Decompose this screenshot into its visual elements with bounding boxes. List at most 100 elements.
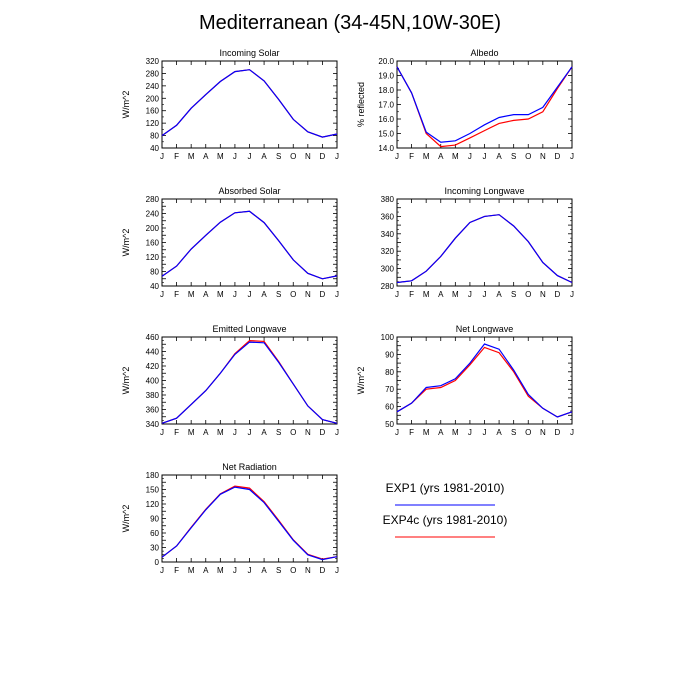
x-tick-label: M	[188, 428, 195, 437]
x-tick-label: M	[217, 566, 224, 575]
x-tick-label: O	[290, 290, 296, 299]
y-tick-label: 150	[146, 486, 160, 495]
legend-label: EXP4c (yrs 1981-2010)	[383, 513, 508, 527]
x-tick-label: J	[233, 428, 237, 437]
series-line-exp4c	[161, 69, 338, 138]
x-tick-label: J	[468, 290, 472, 299]
series-line-exp1	[161, 210, 338, 280]
series-line-exp1	[161, 69, 338, 138]
panel-title: Absorbed Solar	[218, 186, 280, 196]
legend-label: EXP1 (yrs 1981-2010)	[386, 481, 505, 495]
plot-frame	[161, 336, 338, 425]
y-tick-label: 20.0	[378, 57, 394, 66]
y-tick-label: 14.0	[378, 144, 394, 153]
x-tick-label: J	[248, 290, 252, 299]
y-tick-label: 60	[385, 403, 394, 412]
x-tick-label: M	[452, 290, 459, 299]
panel-title: Incoming Solar	[219, 48, 279, 58]
y-tick-label: 70	[385, 385, 394, 394]
x-tick-label: A	[496, 428, 502, 437]
x-tick-label: O	[290, 428, 296, 437]
y-tick-label: 80	[385, 368, 394, 377]
x-tick-label: J	[483, 152, 487, 161]
x-tick-label: F	[409, 152, 414, 161]
y-tick-label: 240	[146, 210, 160, 219]
page-title: Mediterranean (34-45N,10W-30E)	[198, 12, 501, 34]
x-tick-label: S	[276, 566, 281, 575]
x-tick-label: F	[174, 152, 179, 161]
x-tick-label: M	[217, 290, 224, 299]
x-tick-label: J	[248, 428, 252, 437]
x-tick-label: D	[320, 566, 326, 575]
x-tick-label: J	[395, 152, 399, 161]
panel-title: Emitted Longwave	[212, 324, 286, 334]
y-tick-label: 280	[146, 195, 160, 204]
y-tick-label: 160	[146, 239, 160, 248]
x-tick-label: A	[203, 566, 209, 575]
x-tick-label: J	[335, 566, 339, 575]
x-tick-label: O	[290, 152, 296, 161]
x-tick-label: F	[409, 428, 414, 437]
y-tick-label: 30	[150, 544, 159, 553]
x-tick-label: J	[483, 428, 487, 437]
y-tick-label: 100	[381, 333, 395, 342]
y-tick-label: 90	[150, 515, 159, 524]
x-tick-label: A	[203, 290, 209, 299]
y-tick-label: 15.0	[378, 130, 394, 139]
x-tick-label: S	[511, 290, 516, 299]
x-tick-label: O	[525, 290, 531, 299]
y-tick-label: 180	[146, 471, 160, 480]
panel-title: Incoming Longwave	[444, 186, 524, 196]
x-tick-label: S	[511, 428, 516, 437]
x-tick-label: J	[395, 290, 399, 299]
y-tick-label: 160	[146, 107, 160, 116]
legend: EXP1 (yrs 1981-2010) EXP4c (yrs 1981-2010…	[383, 481, 508, 538]
x-tick-label: D	[320, 428, 326, 437]
y-tick-label: 60	[150, 529, 159, 538]
series-line-exp4c	[396, 66, 573, 148]
y-tick-label: 280	[146, 69, 160, 78]
x-tick-label: N	[540, 290, 546, 299]
series-line-exp4c	[161, 339, 338, 424]
x-tick-label: O	[525, 428, 531, 437]
x-tick-label: A	[203, 152, 209, 161]
y-tick-label: 440	[146, 348, 160, 357]
x-tick-label: J	[468, 152, 472, 161]
x-tick-label: J	[570, 290, 574, 299]
x-tick-label: J	[160, 152, 164, 161]
x-tick-label: J	[570, 152, 574, 161]
x-tick-label: J	[335, 428, 339, 437]
y-tick-label: 360	[146, 406, 160, 415]
y-tick-label: 90	[385, 350, 394, 359]
series-line-exp4c	[396, 346, 573, 418]
x-tick-label: J	[233, 290, 237, 299]
x-tick-label: J	[248, 152, 252, 161]
x-tick-label: D	[555, 152, 561, 161]
x-tick-label: A	[261, 152, 267, 161]
x-tick-label: N	[305, 152, 311, 161]
x-tick-label: A	[261, 290, 267, 299]
x-tick-label: N	[305, 290, 311, 299]
x-tick-label: M	[217, 152, 224, 161]
x-tick-label: D	[555, 290, 561, 299]
series-line-exp1	[396, 214, 573, 284]
y-tick-label: 340	[146, 420, 160, 429]
y-tick-label: 120	[146, 253, 160, 262]
series-line-exp4c	[161, 485, 338, 560]
y-tick-label: 280	[381, 282, 395, 291]
x-tick-label: M	[452, 152, 459, 161]
series-line-exp1	[396, 66, 573, 143]
x-tick-label: A	[438, 290, 444, 299]
x-tick-label: J	[160, 428, 164, 437]
y-tick-label: 320	[146, 57, 160, 66]
x-tick-label: N	[540, 152, 546, 161]
x-tick-label: J	[248, 566, 252, 575]
y-tick-label: 320	[381, 247, 395, 256]
plot-frame	[396, 336, 573, 425]
